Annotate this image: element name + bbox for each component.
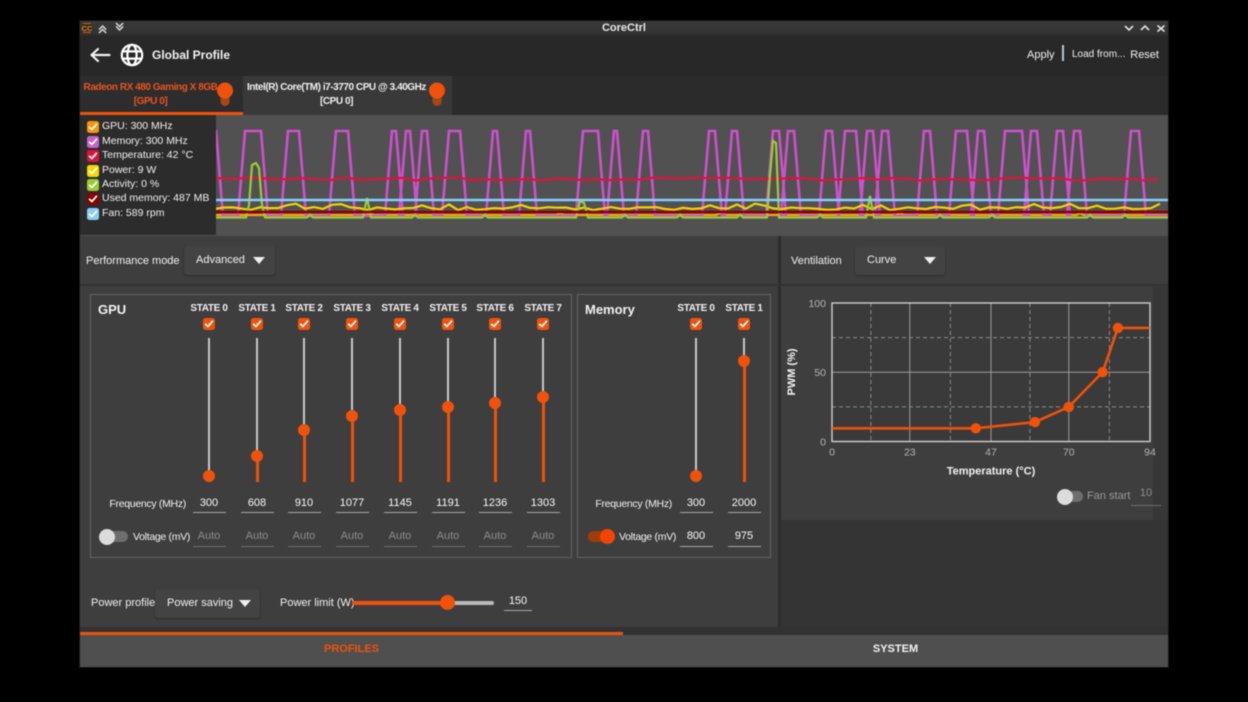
svg-text:100: 100 [808, 298, 826, 310]
svg-text:Temperature (°C): Temperature (°C) [947, 466, 1036, 478]
svg-text:CC: CC [82, 24, 93, 33]
svg-text:47: 47 [985, 447, 997, 459]
svg-text:0: 0 [829, 447, 835, 459]
svg-text:94: 94 [1144, 447, 1156, 459]
svg-text:23: 23 [904, 447, 916, 459]
svg-text:PWM (%): PWM (%) [786, 348, 798, 395]
svg-text:70: 70 [1063, 447, 1075, 459]
svg-text:50: 50 [814, 367, 826, 379]
svg-text:0: 0 [820, 437, 826, 449]
